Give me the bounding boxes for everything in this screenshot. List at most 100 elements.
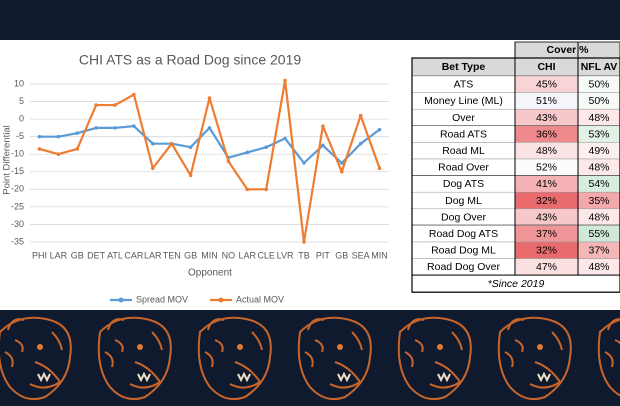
x-tick-label: GB: [71, 250, 84, 260]
legend-marker: [118, 297, 124, 303]
data-point: [132, 92, 136, 97]
data-point: [37, 147, 42, 151]
data-point: [188, 173, 193, 178]
data-point: [377, 127, 382, 132]
column-header: Bet Type: [442, 61, 486, 73]
x-tick-label: LVR: [277, 250, 294, 260]
data-point: [283, 78, 287, 83]
cover-pct: 32%: [536, 245, 557, 257]
x-tick-label: SEA: [352, 250, 370, 260]
x-tick-label: PHI: [32, 250, 47, 260]
cover-pct: 36%: [536, 128, 557, 140]
bet-type: Road Dog ATS: [429, 228, 498, 240]
bet-type: Dog ML: [445, 195, 482, 207]
data-point: [207, 126, 212, 130]
bear-eye: [137, 344, 143, 350]
y-tick-label: -5: [16, 131, 24, 141]
data-point: [56, 134, 61, 139]
legend-label: Spread MOV: [136, 294, 188, 304]
bear-head: [397, 316, 472, 400]
bear-fur: [604, 339, 620, 368]
data-point: [321, 143, 325, 148]
table-border: [411, 57, 620, 293]
y-tick-label: -35: [11, 236, 24, 246]
cover-pct: 51%: [536, 95, 557, 107]
y-tick-label: -20: [11, 184, 24, 194]
bear-ear: [407, 318, 425, 331]
cover-pct: 41%: [536, 178, 557, 190]
cover-pct: 48%: [588, 261, 609, 273]
data-point: [94, 103, 98, 107]
table: Cover % Bet Type CHI NFL AV ATS 45% 50% Money L…: [411, 41, 620, 293]
bear-eye: [437, 344, 443, 350]
data-point: [113, 126, 117, 130]
data-point: [169, 141, 174, 146]
bet-type: Road ATS: [440, 128, 487, 140]
data-point: [302, 240, 306, 244]
y-axis-title: Point Differential: [2, 125, 13, 195]
bet-type: Road Dog Over: [427, 261, 500, 273]
bet-type: Money Line (ML): [424, 95, 503, 107]
cover-pct: 49%: [588, 145, 609, 157]
bear-ear: [207, 318, 225, 331]
data-point: [302, 161, 306, 165]
data-point: [358, 113, 363, 118]
bear-teeth: [337, 371, 351, 383]
x-tick-label: LAR: [50, 250, 68, 260]
y-tick-label: 10: [14, 78, 24, 88]
y-tick-label: -15: [11, 166, 24, 176]
bear-head: [597, 318, 620, 397]
bear-fur: [304, 331, 363, 368]
data-point: [113, 103, 117, 107]
column-header: NFL AV: [581, 61, 618, 73]
cover-pct: 55%: [588, 228, 609, 240]
bear-snout: [229, 361, 262, 389]
bear-snout: [29, 361, 62, 389]
y-tick-label: 5: [19, 96, 24, 106]
data-point: [151, 141, 155, 146]
bear-snout: [429, 361, 462, 389]
bear-eye: [237, 344, 243, 350]
bear-outline: [97, 316, 172, 400]
cover-pct: 43%: [536, 112, 557, 124]
cover-pct: 37%: [536, 228, 557, 240]
data-point: [56, 152, 61, 157]
bear-eye: [37, 344, 43, 350]
data-point: [75, 147, 80, 151]
chart: CHI ATS as a Road Dog since 2019 Point D…: [2, 52, 389, 304]
top-band: [0, 0, 620, 40]
footnote: *Since 2019: [488, 278, 545, 290]
bear-snout: [129, 361, 162, 389]
bear-ear: [507, 318, 525, 331]
bear-fur: [4, 331, 63, 368]
x-tick-label: GB: [184, 250, 197, 260]
bear-teeth: [237, 371, 251, 383]
bet-type: Road Over: [438, 162, 489, 174]
bear-fur: [104, 331, 163, 368]
cover-pct: 48%: [588, 162, 609, 174]
data-point: [94, 126, 98, 130]
x-tick-label: MIN: [371, 250, 388, 260]
bear-ear: [7, 318, 25, 331]
bet-type: Dog Over: [441, 211, 486, 223]
bet-type: ATS: [454, 79, 474, 91]
x-tick-label: PIT: [316, 250, 331, 260]
x-tick-label: TB: [298, 250, 310, 260]
y-tick-label: -30: [11, 219, 24, 229]
legend-marker: [218, 297, 224, 303]
bear-teeth: [537, 371, 551, 383]
cover-pct: 48%: [536, 145, 557, 157]
cover-pct: 43%: [536, 211, 557, 223]
x-tick-label: ATL: [107, 250, 123, 260]
cover-pct: 37%: [588, 245, 609, 257]
data-point: [358, 141, 363, 146]
bear-fur: [204, 331, 263, 368]
data-point: [245, 150, 250, 155]
data-point: [264, 187, 268, 192]
bear-eye: [337, 344, 343, 350]
cover-pct: 54%: [588, 178, 609, 190]
bear-outline: [197, 316, 272, 400]
data-point: [283, 136, 287, 141]
